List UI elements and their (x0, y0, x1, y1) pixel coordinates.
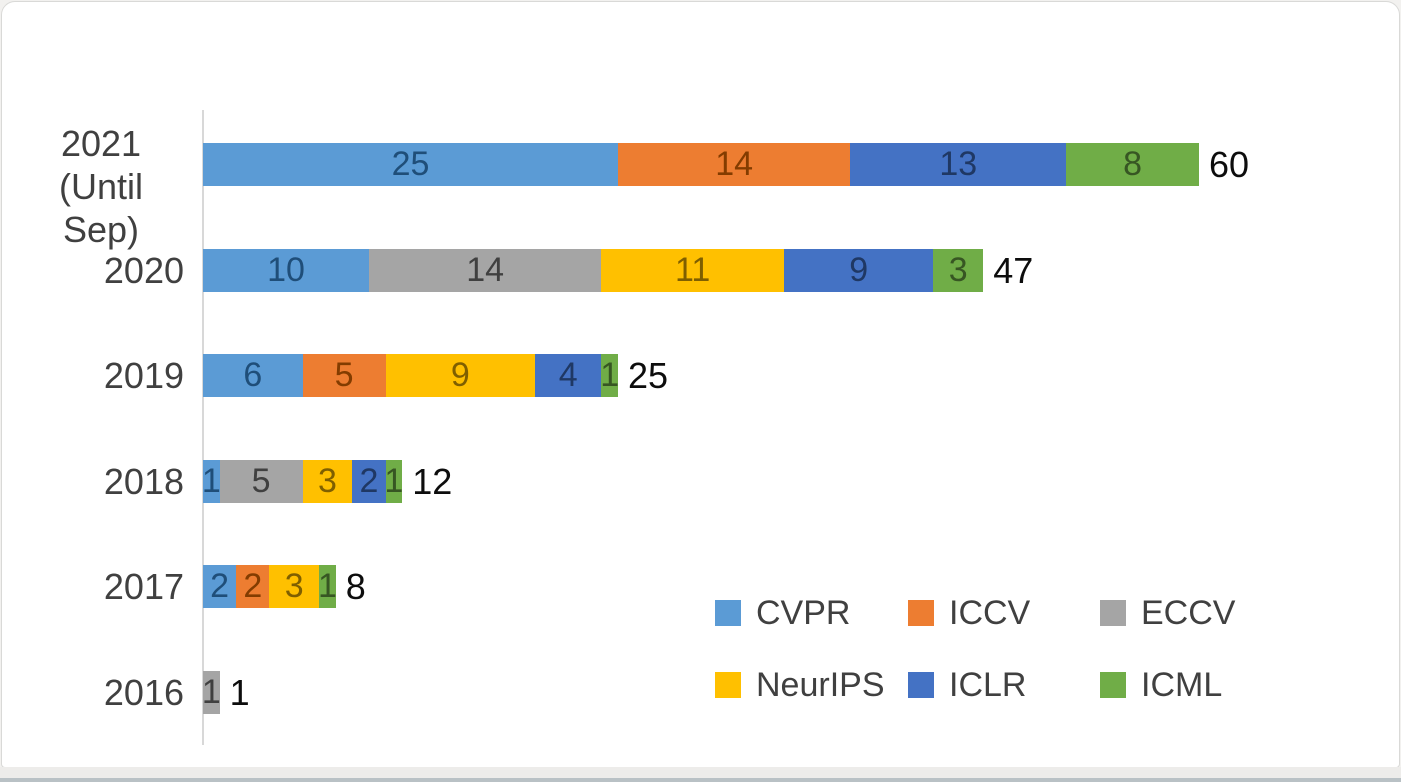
bar-segment-cvpr: 10 (203, 248, 369, 292)
legend-label: ICCV (949, 594, 1031, 632)
legend-swatch-icml (1100, 672, 1126, 698)
category-label: 2017 (103, 566, 184, 607)
total-value-label: 47 (993, 249, 1034, 291)
bar-segment-neurips: 11 (601, 248, 784, 292)
segment-value-label: 3 (284, 567, 304, 605)
bar-row: 10 14 11 9 3 (203, 248, 984, 292)
category-label: 2018 (103, 460, 184, 502)
total-value-label: 25 (628, 355, 669, 396)
category-label: 2021 (Until Sep) (58, 122, 143, 250)
bar-segment-iccv: 2 (236, 565, 270, 608)
segment-value-label: 2 (359, 461, 379, 500)
bar-segment-neurips: 3 (302, 459, 353, 503)
segment-value-label: 25 (391, 145, 430, 183)
segment-value-label: 3 (948, 250, 968, 289)
legend-swatch-cvpr (715, 600, 741, 626)
legend-item-iclr: ICLR (908, 668, 1026, 702)
segment-value-label: 2 (243, 567, 263, 605)
total-value-label: 12 (412, 460, 453, 502)
category-axis-line (202, 110, 204, 745)
segment-value-label: 1 (201, 672, 221, 711)
card-bottom-strip (0, 767, 1401, 778)
category-label: 2019 (103, 355, 184, 396)
legend-item-eccv: ECCV (1100, 596, 1235, 630)
segment-value-label: 14 (715, 145, 754, 183)
legend-swatch-iclr (908, 672, 934, 698)
legend-label: ICLR (949, 666, 1027, 704)
legend-swatch-neurips (715, 672, 741, 698)
segment-value-label: 10 (267, 250, 305, 289)
segment-value-label: 1 (318, 567, 337, 605)
bar-segment-neurips: 9 (385, 354, 535, 397)
segment-value-label: 14 (466, 250, 505, 289)
bar-segment-eccv: 14 (369, 248, 602, 292)
bar-segment-icml: 1 (318, 565, 337, 608)
segment-value-label: 6 (243, 356, 263, 394)
total-value-label: 60 (1209, 144, 1250, 185)
segment-value-label: 4 (558, 356, 578, 394)
segment-value-label: 1 (384, 461, 404, 500)
segment-value-label: 2 (210, 567, 230, 605)
legend-item-neurips: NeurIPS (715, 668, 885, 702)
bar-segment-cvpr: 1 (201, 459, 221, 503)
bar-segment-cvpr: 25 (203, 143, 618, 186)
legend-label: NeurIPS (756, 666, 885, 704)
bar-segment-eccv: 5 (219, 459, 303, 503)
legend-item-iccv: ICCV (908, 596, 1030, 630)
legend-item-icml: ICML (1100, 668, 1222, 702)
segment-value-label: 1 (600, 356, 620, 394)
segment-value-label: 5 (251, 461, 271, 500)
segment-value-label: 5 (334, 356, 354, 394)
bar-segment-iccv: 14 (618, 143, 851, 186)
bar-segment-iclr: 2 (352, 459, 386, 503)
segment-value-label: 3 (318, 461, 337, 500)
bar-segment-icml: 1 (600, 354, 620, 397)
segment-value-label: 9 (849, 250, 869, 289)
card-bottom-edge (0, 778, 1401, 782)
bar-segment-icml: 3 (933, 248, 984, 292)
segment-value-label: 11 (675, 250, 711, 289)
bar-segment-iclr: 9 (783, 248, 934, 292)
bar-segment-iclr: 13 (850, 143, 1067, 186)
legend-label: ICML (1141, 666, 1223, 704)
category-label: 2016 (103, 671, 184, 713)
bar-segment-icml: 1 (384, 459, 404, 503)
bar-segment-neurips: 3 (269, 565, 320, 608)
bar-segment-iclr: 4 (534, 354, 602, 397)
bar-segment-icml: 8 (1066, 143, 1199, 186)
category-label: 2020 (103, 249, 184, 291)
bar-segment-cvpr: 2 (203, 565, 237, 608)
bar-segment-cvpr: 6 (203, 354, 303, 397)
bar-segment-iccv: 5 (302, 354, 386, 397)
segment-value-label: 13 (939, 145, 978, 183)
legend-swatch-eccv (1100, 600, 1126, 626)
legend-swatch-iccv (908, 600, 934, 626)
bar-segment-eccv: 1 (201, 670, 221, 714)
legend-label: CVPR (756, 594, 851, 632)
total-value-label: 1 (229, 671, 250, 713)
segment-value-label: 9 (450, 356, 470, 394)
segment-value-label: 1 (201, 461, 221, 500)
legend-label: ECCV (1141, 594, 1236, 632)
legend-item-cvpr: CVPR (715, 596, 850, 630)
bar-row: 1 (201, 670, 221, 714)
segment-value-label: 8 (1123, 145, 1143, 183)
total-value-label: 8 (345, 566, 366, 607)
bar-row: 25 14 13 8 (203, 143, 1199, 186)
